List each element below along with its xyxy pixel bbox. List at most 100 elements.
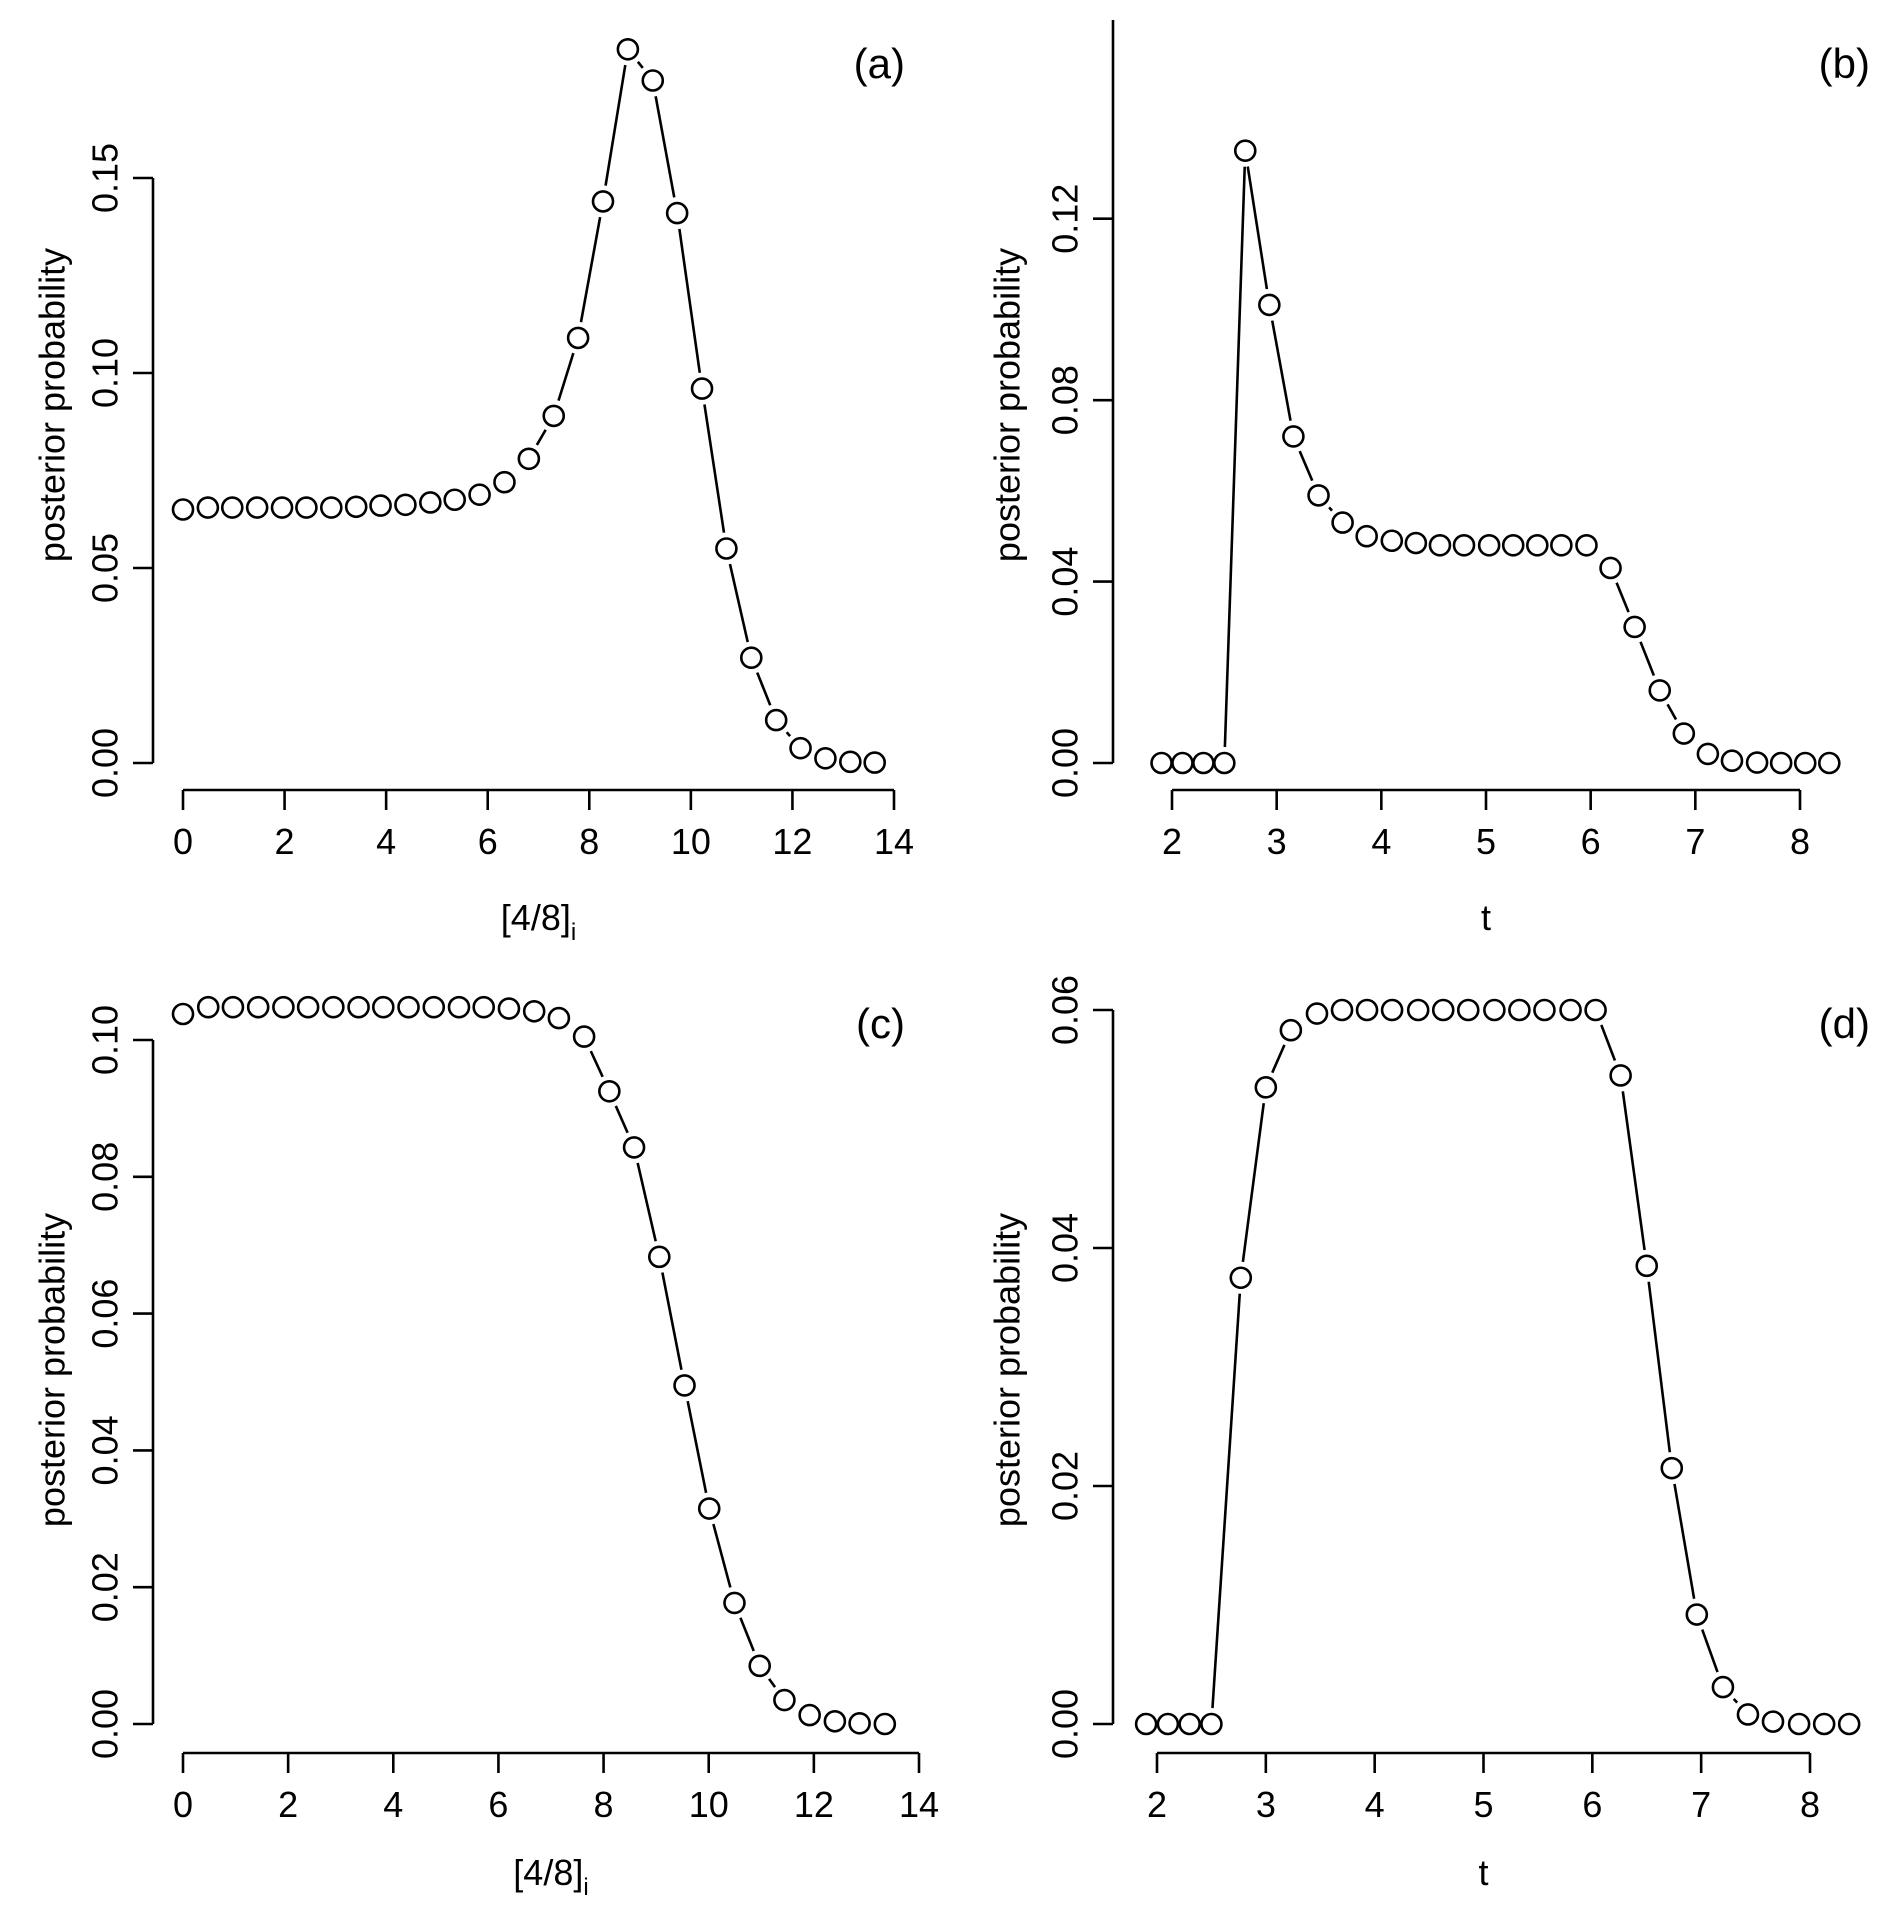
series-line-segment: [756, 672, 772, 706]
data-point: [814, 747, 837, 770]
panel-d: 0.00 0.02 0.04 0.06 2 3 4 5 6 7 8 t posterior probab…: [987, 975, 1870, 1893]
x-tick-label: 2: [275, 821, 295, 862]
series-line-segment: [728, 563, 750, 643]
data-point: [622, 1136, 646, 1159]
x-tick-label: 10: [671, 821, 711, 862]
data-point: [1745, 751, 1769, 774]
series-line-segment: [1600, 1024, 1617, 1061]
x-tick-label: 5: [1476, 821, 1496, 862]
x-tick-label: 2: [1162, 821, 1182, 862]
data-point: [1355, 524, 1378, 548]
data-point: [1575, 533, 1598, 557]
x-tick-label: 6: [1581, 821, 1601, 862]
x-tick-label: 6: [1582, 1784, 1602, 1825]
x-axis-title: [4/8]i: [501, 897, 576, 946]
data-point: [1178, 1712, 1201, 1736]
data-point: [322, 995, 345, 1019]
series-line-segment: [1241, 1103, 1266, 1263]
series-line-segment: [1223, 166, 1247, 748]
data-point: [839, 750, 862, 774]
data-point: [220, 496, 244, 519]
data-point: [690, 377, 714, 400]
x-tick-label: 8: [1800, 1784, 1820, 1825]
series-line-segment: [1666, 703, 1678, 721]
data-point: [1282, 425, 1305, 448]
panel-label: (a): [854, 40, 905, 87]
data-point: [1787, 1712, 1811, 1736]
series-line-segment: [614, 1105, 629, 1134]
y-tick-label: 0.08: [85, 1142, 126, 1212]
series-line-segment: [785, 731, 792, 737]
x-tick-label: 4: [1365, 1784, 1385, 1825]
y-tick-label: 0.05: [85, 533, 126, 603]
data-point: [344, 495, 368, 519]
data-point: [1330, 998, 1354, 1022]
series-line-segment: [768, 1678, 777, 1688]
data-point: [1533, 998, 1556, 1022]
y-tick-label: 0.00: [85, 1689, 126, 1759]
x-tick-label: 12: [794, 1784, 834, 1825]
data-point: [764, 708, 788, 732]
data-point: [1331, 511, 1354, 534]
data-point: [1711, 1675, 1735, 1699]
data-point: [1720, 749, 1744, 773]
series-line-segment: [1270, 320, 1292, 421]
data-point: [422, 995, 446, 1019]
data-point: [1307, 484, 1330, 507]
data-point: [1685, 1603, 1709, 1626]
x-tick-label: 8: [579, 821, 599, 862]
series-line-segment: [1298, 450, 1314, 482]
data-point: [1550, 533, 1573, 557]
data-point: [493, 470, 516, 494]
data-point: [1254, 1076, 1278, 1099]
x-tick-label: 7: [1685, 821, 1705, 862]
x-tick-label: 10: [689, 1784, 729, 1825]
x-tick-label: 3: [1267, 821, 1287, 862]
y-axis-title: posterior probability: [987, 248, 1028, 562]
series-line-segment: [557, 352, 575, 402]
data-point: [547, 1006, 571, 1030]
data-point: [270, 496, 294, 519]
y-tick-label: 0.08: [1045, 365, 1086, 435]
series-line-segment: [636, 60, 644, 69]
y-tick-label: 0.04: [1045, 547, 1086, 617]
data-point: [443, 488, 467, 512]
data-point: [616, 37, 640, 61]
data-point: [873, 1712, 897, 1736]
series-line-segment: [739, 1617, 755, 1652]
series-line-segment: [686, 1400, 708, 1494]
x-axis-title: t: [1478, 1852, 1488, 1893]
y-tick-label: 0.10: [85, 1005, 126, 1075]
panel-label: (d): [1819, 1000, 1870, 1047]
series-line-segment: [678, 228, 702, 373]
data-point: [472, 995, 496, 1019]
data-point: [798, 1703, 821, 1727]
x-axis-title: t: [1481, 897, 1491, 938]
data-point: [1406, 998, 1430, 1022]
y-tick-label: 0.06: [85, 1279, 126, 1349]
data-point: [196, 995, 220, 1019]
data-point: [1761, 1710, 1785, 1733]
y-axis-title: posterior probability: [987, 1213, 1028, 1527]
series-line-segment: [1211, 1293, 1242, 1709]
data-point: [1171, 751, 1194, 775]
series-line-segment: [1246, 166, 1269, 290]
series-line-segment: [636, 1162, 657, 1242]
data-point: [748, 1654, 772, 1678]
series-line-segment: [589, 1050, 604, 1078]
series-line-segment: [1615, 582, 1630, 613]
data-point: [1648, 679, 1672, 702]
data-point: [196, 496, 220, 519]
data-point: [371, 995, 395, 1019]
x-tick-label: 6: [488, 1784, 508, 1825]
data-point: [1213, 751, 1236, 775]
data-point: [863, 751, 887, 774]
data-point: [295, 496, 318, 519]
data-point: [1812, 1712, 1836, 1736]
x-tick-label: 8: [1790, 821, 1810, 862]
data-point: [542, 404, 566, 428]
data-point: [246, 995, 270, 1019]
data-point: [369, 494, 392, 517]
y-tick-label: 0.00: [85, 728, 126, 798]
